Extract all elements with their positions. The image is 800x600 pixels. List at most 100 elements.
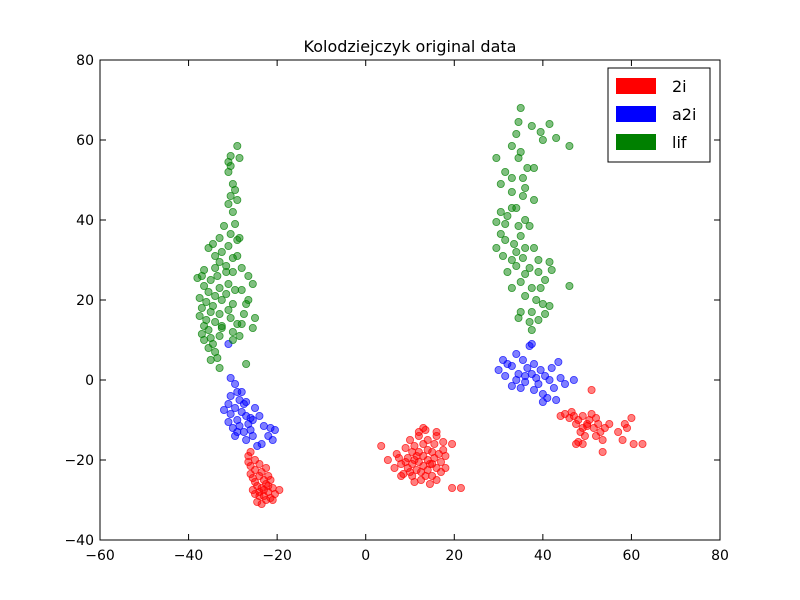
data-point — [215, 331, 224, 340]
data-point — [587, 385, 596, 394]
data-point — [255, 491, 264, 500]
data-point — [534, 267, 543, 276]
legend-swatch — [616, 78, 656, 94]
data-point — [514, 369, 523, 378]
data-point — [250, 403, 259, 412]
data-point — [507, 381, 516, 390]
data-point — [448, 483, 457, 492]
data-point — [565, 141, 574, 150]
x-tick-label: 0 — [361, 548, 370, 564]
data-point — [217, 247, 226, 256]
data-point — [405, 467, 414, 476]
data-point — [514, 221, 523, 230]
data-point — [534, 255, 543, 264]
data-point — [541, 309, 550, 318]
data-point — [501, 371, 510, 380]
data-point — [211, 251, 220, 260]
data-point — [503, 211, 512, 220]
data-point — [200, 335, 209, 344]
data-point — [255, 411, 264, 420]
data-point — [231, 403, 240, 412]
data-point — [215, 233, 224, 242]
data-point — [264, 471, 273, 480]
data-point — [530, 243, 539, 252]
data-point — [496, 207, 505, 216]
series-lif — [193, 104, 574, 372]
data-point — [224, 417, 233, 426]
data-point — [521, 269, 530, 278]
data-point — [228, 207, 237, 216]
data-point — [521, 371, 530, 380]
data-point — [518, 173, 527, 182]
legend-label: a2i — [672, 105, 696, 124]
data-point — [536, 365, 545, 374]
data-point — [412, 451, 421, 460]
data-point — [514, 118, 523, 127]
data-point — [534, 315, 543, 324]
data-point — [620, 419, 629, 428]
data-point — [239, 399, 248, 408]
data-point — [525, 263, 534, 272]
data-point — [627, 413, 636, 422]
data-point — [237, 319, 246, 328]
data-point — [405, 435, 414, 444]
data-point — [578, 439, 587, 448]
data-point — [496, 229, 505, 238]
data-point — [516, 383, 525, 392]
data-point — [224, 279, 233, 288]
data-point — [614, 427, 623, 436]
data-point — [549, 383, 558, 392]
data-point — [215, 309, 224, 318]
data-point — [434, 449, 443, 458]
x-tick-label: 80 — [711, 548, 729, 564]
data-point — [425, 459, 434, 468]
data-point — [204, 243, 213, 252]
data-point — [231, 219, 240, 228]
x-tick-label: 20 — [445, 548, 463, 564]
data-point — [237, 285, 246, 294]
data-point — [638, 439, 647, 448]
data-point — [250, 455, 259, 464]
data-point — [224, 241, 233, 250]
data-point — [514, 313, 523, 322]
data-point — [228, 327, 237, 336]
data-point — [545, 120, 554, 129]
data-point — [242, 359, 251, 368]
data-point — [527, 307, 536, 316]
data-point — [456, 483, 465, 492]
data-point — [235, 233, 244, 242]
data-point — [197, 303, 206, 312]
data-point — [629, 439, 638, 448]
data-point — [268, 435, 277, 444]
data-point — [213, 353, 222, 362]
data-point — [605, 419, 614, 428]
data-point — [521, 291, 530, 300]
data-point — [231, 185, 240, 194]
data-point — [204, 325, 213, 334]
data-point — [222, 289, 231, 298]
data-point — [501, 167, 510, 176]
data-point — [556, 373, 565, 382]
legend: 2i a2i lif — [607, 67, 711, 163]
data-point — [217, 321, 226, 330]
data-point — [228, 267, 237, 276]
data-point — [204, 343, 213, 352]
legend-swatch — [616, 134, 656, 150]
data-point — [268, 495, 277, 504]
data-point — [213, 271, 222, 280]
data-point — [530, 195, 539, 204]
data-point — [195, 311, 204, 320]
data-point — [530, 385, 539, 394]
data-point — [518, 355, 527, 364]
data-point — [545, 257, 554, 266]
data-point — [211, 291, 220, 300]
x-tick-label: −40 — [174, 548, 204, 564]
data-point — [231, 379, 240, 388]
data-point — [498, 251, 507, 260]
data-point — [401, 457, 410, 466]
data-point — [516, 277, 525, 286]
data-point — [545, 375, 554, 384]
data-point — [501, 235, 510, 244]
x-tick-label: 60 — [623, 548, 641, 564]
